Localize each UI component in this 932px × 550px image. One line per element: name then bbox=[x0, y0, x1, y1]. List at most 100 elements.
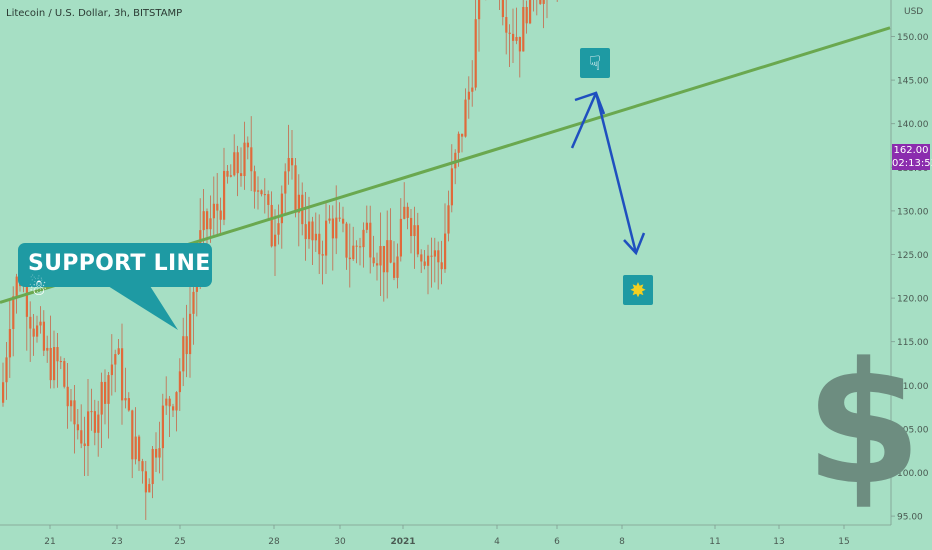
candle-body bbox=[155, 448, 158, 458]
candle-body bbox=[318, 233, 321, 255]
candle bbox=[209, 195, 212, 243]
candle-body bbox=[80, 430, 83, 444]
candle-body bbox=[49, 347, 52, 381]
candle-body bbox=[505, 17, 508, 33]
y-tick-label: 115.00 bbox=[897, 338, 929, 348]
candle bbox=[250, 116, 253, 192]
candle-body bbox=[379, 246, 382, 266]
candle-body bbox=[8, 329, 11, 358]
candle bbox=[427, 244, 430, 295]
candle bbox=[267, 190, 270, 220]
candle-body bbox=[399, 218, 402, 257]
x-tick-label: 2021 bbox=[390, 537, 415, 547]
candle bbox=[403, 182, 406, 220]
candle-body bbox=[131, 410, 134, 460]
candle-body bbox=[267, 194, 270, 205]
candle-body bbox=[274, 234, 277, 247]
candle bbox=[229, 164, 232, 178]
candle-body bbox=[321, 254, 324, 256]
candle-body bbox=[260, 190, 263, 195]
candle bbox=[287, 124, 290, 185]
candle bbox=[178, 358, 181, 411]
candle bbox=[148, 478, 151, 493]
candle-body bbox=[389, 240, 392, 263]
x-tick-label: 30 bbox=[334, 537, 346, 547]
candle bbox=[382, 245, 385, 302]
x-tick-label: 13 bbox=[773, 537, 784, 547]
candle bbox=[280, 185, 283, 249]
candle-body bbox=[223, 170, 226, 220]
candle bbox=[423, 250, 426, 270]
candle-body bbox=[100, 381, 103, 415]
candle bbox=[369, 205, 372, 274]
candle bbox=[437, 241, 440, 290]
candle bbox=[512, 8, 515, 63]
candle-body bbox=[501, 0, 504, 18]
candle bbox=[474, 0, 477, 91]
y-tick-label: 110.00 bbox=[897, 382, 929, 392]
candle-body bbox=[359, 246, 362, 248]
candle-body bbox=[56, 347, 59, 362]
candle bbox=[87, 379, 90, 477]
candle-body bbox=[42, 321, 45, 351]
candle-body bbox=[219, 210, 222, 220]
candle-body bbox=[29, 316, 32, 329]
candle-series bbox=[2, 0, 558, 520]
time-axis[interactable]: 21 23 25 28 30 2021 4 6 8 11 13 15 bbox=[0, 524, 891, 547]
candle-body bbox=[182, 336, 185, 372]
candle bbox=[291, 129, 294, 180]
candle-body bbox=[144, 471, 147, 493]
candle-body bbox=[314, 233, 317, 241]
candle bbox=[454, 149, 457, 185]
candle-body bbox=[36, 325, 39, 337]
candle-body bbox=[478, 0, 481, 20]
callout-pointer bbox=[108, 286, 178, 330]
candle-body bbox=[294, 165, 297, 213]
candle bbox=[304, 192, 307, 261]
candle-body bbox=[83, 443, 86, 447]
candle-body bbox=[263, 194, 266, 196]
candle bbox=[546, 0, 548, 19]
candle bbox=[5, 341, 8, 400]
candle-body bbox=[413, 225, 416, 237]
candle-body bbox=[32, 328, 35, 337]
candle bbox=[32, 313, 35, 356]
candle bbox=[420, 249, 423, 273]
pointing-down-icon: ☟ bbox=[580, 48, 610, 78]
candle bbox=[100, 372, 103, 448]
x-tick-label: 15 bbox=[838, 537, 849, 547]
candle bbox=[56, 333, 59, 388]
candle bbox=[172, 403, 175, 417]
candle bbox=[15, 273, 18, 314]
y-tick-label: 100.00 bbox=[897, 469, 929, 479]
candle bbox=[182, 317, 185, 387]
candle-body bbox=[287, 157, 290, 172]
candle-body bbox=[386, 240, 389, 273]
candle-body bbox=[192, 291, 195, 314]
candle-body bbox=[382, 246, 385, 273]
y-tick-label: 140.00 bbox=[897, 120, 929, 130]
candle bbox=[97, 400, 100, 457]
candle-body bbox=[243, 142, 246, 177]
candle-body bbox=[444, 233, 447, 270]
candle-body bbox=[148, 484, 151, 493]
candle-body bbox=[348, 257, 351, 260]
support-line-callout: SUPPORT LINE ☃ bbox=[18, 243, 212, 301]
y-tick-label: 150.00 bbox=[897, 33, 929, 43]
candle bbox=[314, 212, 317, 252]
candle bbox=[331, 205, 334, 271]
candle bbox=[533, 0, 534, 12]
x-tick-label: 23 bbox=[111, 537, 122, 547]
candle-body bbox=[335, 217, 338, 239]
candle-body bbox=[284, 171, 287, 194]
candle bbox=[328, 205, 331, 224]
candle-body bbox=[53, 347, 56, 381]
candle bbox=[335, 185, 338, 255]
candle-body bbox=[420, 254, 423, 262]
candle bbox=[399, 198, 402, 262]
candle bbox=[413, 206, 416, 269]
x-axis-ticks: 21 23 25 28 30 2021 4 6 8 11 13 15 bbox=[44, 525, 850, 547]
candle-body bbox=[216, 203, 219, 211]
candle bbox=[246, 136, 249, 160]
candle-body bbox=[226, 170, 229, 177]
